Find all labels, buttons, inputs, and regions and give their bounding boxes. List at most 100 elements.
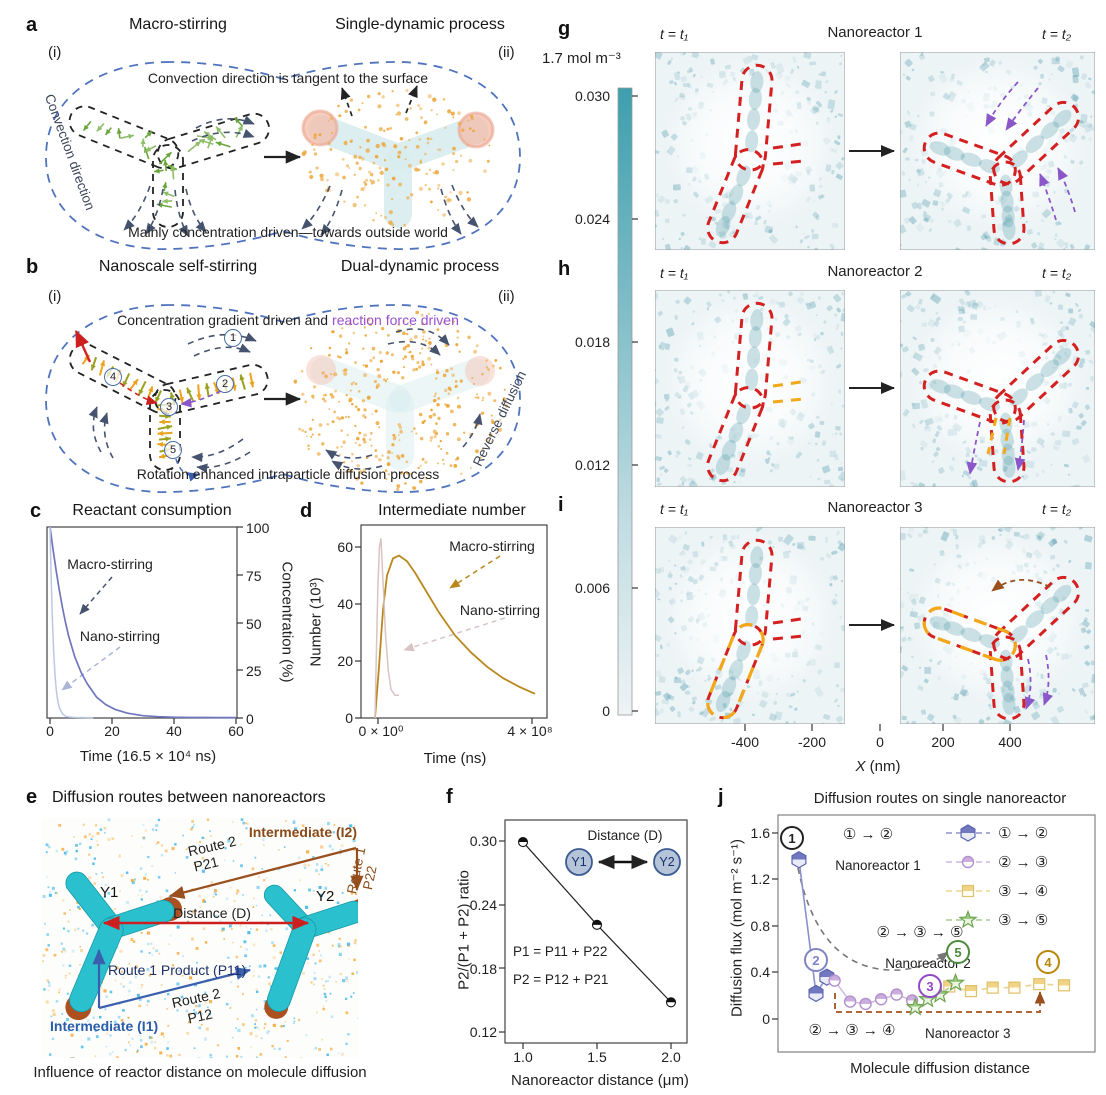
colorbar-top-label: 1.7 mol m⁻³ xyxy=(542,50,621,67)
g-title: Nanoreactor 1 xyxy=(827,24,923,41)
j-ytick-16: 1.6 xyxy=(750,825,770,841)
c-xtick-40: 40 xyxy=(166,723,182,739)
panel-e-title: Diffusion routes between nanoreactors xyxy=(52,789,326,806)
panel-b-bottom-note: Rotation enhanced intraparticle diffusio… xyxy=(136,466,440,482)
panel-b-sub-ii: (ii) xyxy=(498,288,515,305)
j-ytick-0: 0 xyxy=(762,1011,770,1027)
e-route1-product: Route 1 Product (P11) xyxy=(108,962,247,978)
panel-a-sub-ii: (ii) xyxy=(498,44,515,61)
sim-transition-arrows xyxy=(849,145,895,631)
h-t2-label: t = t₂ xyxy=(1042,265,1072,281)
step-2: 2 xyxy=(216,375,234,393)
f-eq1: P1 = P11 + P22 xyxy=(513,944,608,959)
step-1: 1 xyxy=(224,329,242,347)
cb-tick-0012: 0.012 xyxy=(574,457,610,473)
j-badge-1: 1 xyxy=(780,826,804,850)
f-inset-label: Distance (D) xyxy=(587,828,663,843)
j-badge-3: 3 xyxy=(918,974,942,998)
e-i1-label: Intermediate (I1) xyxy=(50,1018,159,1034)
cb-tick-0006: 0.006 xyxy=(574,580,610,596)
f-inset-y1: Y1 xyxy=(571,855,587,869)
panel-j-label: j xyxy=(718,786,724,808)
e-i2-label: Intermediate (I2) xyxy=(248,824,357,840)
sim-xtick-200: 200 xyxy=(931,734,955,750)
step-3: 3 xyxy=(160,398,178,416)
c-xtick-0: 0 xyxy=(46,723,54,739)
sim-xlabel-var: X xyxy=(855,758,866,775)
panel-b-boundary xyxy=(45,304,521,493)
panel-c-nano-pointer xyxy=(61,646,121,691)
panel-j-frame xyxy=(777,814,1096,1053)
j-legend-3: ③ → ④ xyxy=(998,883,1049,900)
c-ylabel: Concentration (%) xyxy=(278,561,296,683)
panel-c-ticks xyxy=(49,526,243,724)
c-ytick-0: 0 xyxy=(246,711,254,727)
f-xtick-20: 2.0 xyxy=(661,1049,681,1065)
panel-i-label: i xyxy=(558,494,564,516)
purple-dashed-route xyxy=(180,390,222,408)
panel-j-title: Diffusion routes on single nanoreactor xyxy=(813,790,1067,807)
panel-d-ticks xyxy=(355,546,533,724)
c-xtick-60: 60 xyxy=(228,723,244,739)
panel-j-ticks xyxy=(772,832,778,1020)
d-xtick-4e8: 4 × 10⁸ xyxy=(507,723,553,739)
e-y2-label: Y2 xyxy=(316,888,335,905)
static-art xyxy=(45,61,1096,1053)
sim-xlabel-unit: (nm) xyxy=(865,758,901,775)
panel-e-label: e xyxy=(26,786,38,808)
cb-tick-0030: 0.030 xyxy=(574,88,610,104)
sim-xtick-400: 400 xyxy=(998,734,1022,750)
j-ann1-seq: ① → ② xyxy=(842,826,894,843)
reaction-force-arrow xyxy=(74,329,92,363)
f-xlabel: Nanoreactor distance (μm) xyxy=(511,1072,689,1089)
c-xtick-20: 20 xyxy=(104,723,120,739)
j-badge-2: 2 xyxy=(804,948,828,972)
d-ann-nano: Nano-stirring xyxy=(459,602,541,618)
rotation-arc-icons xyxy=(88,328,483,474)
e-caption: Influence of reactor distance on molecul… xyxy=(33,1064,367,1081)
panel-b-sub-i: (i) xyxy=(48,288,62,305)
c-ann-nano: Nano-stirring xyxy=(79,628,161,644)
panel-a-label: a xyxy=(26,14,38,36)
panel-d-title: Intermediate number xyxy=(378,502,526,519)
d-xtick-0: 0 × 10⁰ xyxy=(358,723,404,739)
j-ytick-04: 0.4 xyxy=(750,964,770,980)
panel-a-boundary xyxy=(45,61,521,250)
panel-a-bottom-note: Mainly concentration driven—towards outs… xyxy=(128,224,448,240)
panel-f-label: f xyxy=(446,786,453,808)
inset-y2-circle xyxy=(653,848,681,876)
c-ytick-75: 75 xyxy=(246,568,262,584)
sim-xlabel: X (nm) xyxy=(855,758,900,775)
e-y1-label: Y1 xyxy=(100,884,119,901)
i-t1-label: t = t₁ xyxy=(660,501,689,517)
red-dashed-route xyxy=(119,382,158,405)
panel-e-arrows xyxy=(92,846,364,1010)
colorbar-ticks xyxy=(632,95,638,712)
step-5: 5 xyxy=(164,441,182,459)
panel-a-title-right: Single-dynamic process xyxy=(335,16,505,33)
panel-f-frame xyxy=(504,819,688,1044)
panel-d-macro-pointer xyxy=(449,555,501,589)
f-ytick-018: 0.18 xyxy=(469,961,497,977)
i-t2-label: t = t₂ xyxy=(1042,501,1072,517)
panel-a-top-note: Convection direction is tangent to the s… xyxy=(147,70,429,86)
j-legend-2: ② → ③ xyxy=(998,854,1049,871)
d-xlabel: Time (ns) xyxy=(423,750,487,767)
f-ylabel: P2/(P1 + P2) ratio xyxy=(455,870,473,990)
f-xtick-15: 1.5 xyxy=(587,1049,607,1065)
sim-xtick-0: 0 xyxy=(876,734,884,750)
panel-b-title-left: Nanoscale self-stirring xyxy=(98,258,258,275)
j-ann3-name: Nanoreactor 3 xyxy=(925,1026,1011,1041)
i-title: Nanoreactor 3 xyxy=(827,499,923,516)
d-ytick-40: 40 xyxy=(337,596,353,612)
c-ann-macro: Macro-stirring xyxy=(67,556,153,572)
j-ann3-seq: ② → ③ → ④ xyxy=(808,1022,896,1039)
cb-tick-0024: 0.024 xyxy=(574,211,610,227)
c-ytick-100: 100 xyxy=(246,520,270,536)
panel-b-title-right: Dual-dynamic process xyxy=(340,258,500,275)
c-ytick-25: 25 xyxy=(246,663,262,679)
j-badge-4: 4 xyxy=(1036,950,1060,974)
panel-d-label: d xyxy=(300,500,313,522)
d-ann-macro: Macro-stirring xyxy=(449,538,535,554)
